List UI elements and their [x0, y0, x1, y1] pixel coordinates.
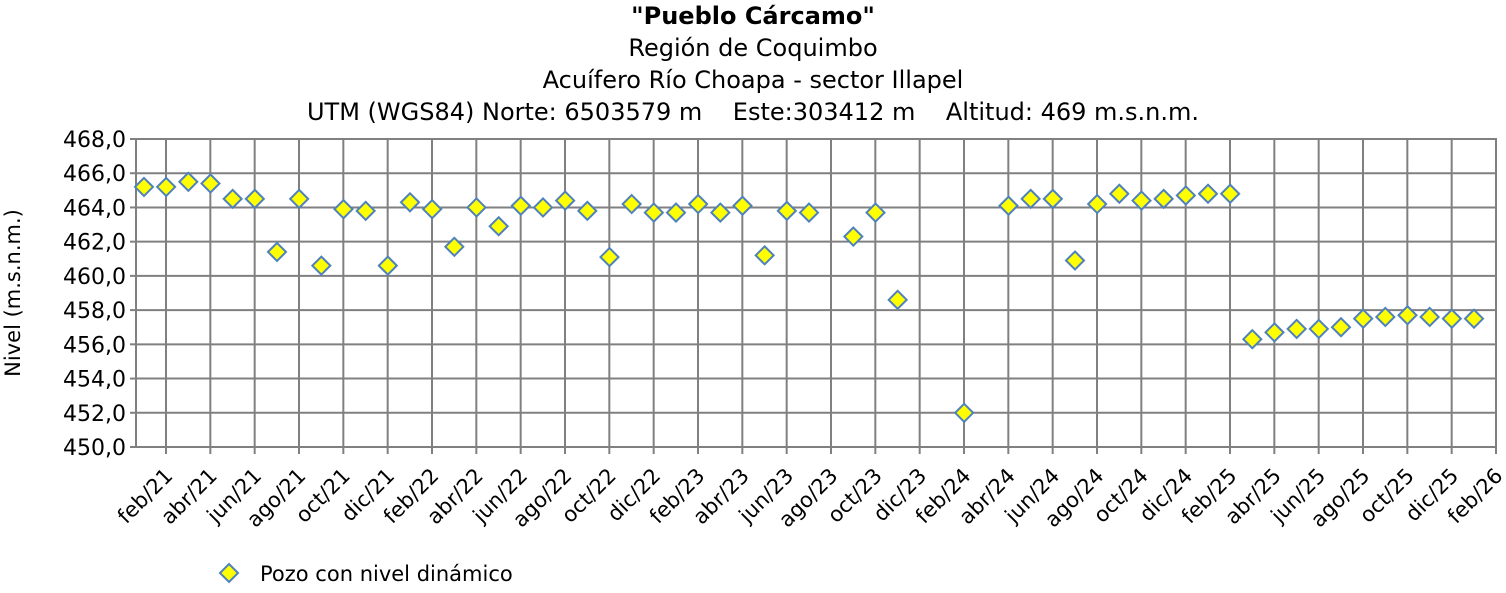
- data-point: [443, 236, 465, 258]
- data-point: [266, 241, 288, 263]
- data-point: [665, 202, 687, 223]
- data-point: [1064, 250, 1086, 271]
- data-point: [687, 193, 709, 215]
- data-point: [1463, 308, 1485, 330]
- y-tick-label: 452,0: [63, 402, 126, 427]
- data-point: [998, 195, 1019, 217]
- data-point: [754, 244, 776, 266]
- data-point: [1219, 183, 1241, 205]
- data-point: [510, 195, 532, 217]
- data-point: [1020, 188, 1042, 210]
- y-tick-label: 460,0: [63, 265, 126, 290]
- y-tick-label: 466,0: [63, 162, 126, 187]
- data-point: [1374, 306, 1396, 328]
- data-point: [355, 200, 377, 222]
- y-tick-label: 464,0: [63, 196, 126, 221]
- chart-subtitle-coordinates: UTM (WGS84) Norte: 6503579 m Este:303412…: [306, 98, 1200, 126]
- y-axis-ticks: 450,0 452,0 454,0 456,0 458,0 460,0 462,0 464,0…: [63, 128, 136, 461]
- data-point: [399, 191, 421, 213]
- data-point: [1441, 308, 1463, 330]
- y-tick-label: 468,0: [63, 128, 126, 153]
- data-point: [1419, 306, 1441, 328]
- data-points: [133, 171, 1485, 424]
- data-point: [1131, 190, 1152, 212]
- data-point: [798, 202, 820, 223]
- gridlines: [136, 138, 1497, 448]
- legend-label: Pozo con nivel dinámico: [260, 562, 513, 586]
- data-point: [288, 188, 310, 210]
- data-point: [488, 215, 510, 237]
- data-point: [155, 176, 177, 198]
- y-tick-label: 458,0: [63, 299, 126, 324]
- data-point: [732, 195, 753, 217]
- legend: Pozo con nivel dinámico: [218, 562, 513, 586]
- plot-area: [135, 138, 1497, 448]
- data-point: [1352, 308, 1374, 330]
- legend-marker-icon: [218, 562, 240, 584]
- chart-title-block: "Pueblo Cárcamo" Región de Coquimbo Acuí…: [0, 0, 1506, 128]
- data-point: [1197, 183, 1219, 205]
- data-point: [1153, 188, 1175, 210]
- data-point: [1042, 188, 1064, 210]
- data-point: [709, 202, 731, 223]
- data-point: [1264, 321, 1285, 343]
- data-point: [466, 197, 487, 218]
- data-point: [1241, 328, 1263, 350]
- chart-subtitle-region: Región de Coquimbo: [628, 34, 878, 62]
- data-point: [554, 190, 576, 212]
- y-tick-label: 456,0: [63, 333, 126, 358]
- data-point: [621, 193, 643, 215]
- y-tick-label: 454,0: [63, 368, 126, 393]
- chart-subtitle-aquifer: Acuífero Río Choapa - sector Illapel: [542, 66, 964, 94]
- data-point: [244, 188, 266, 210]
- data-point: [177, 171, 199, 193]
- y-tick-label: 462,0: [63, 231, 126, 256]
- data-point: [1175, 185, 1197, 206]
- data-point: [1330, 316, 1352, 338]
- chart-title: "Pueblo Cárcamo": [631, 2, 875, 30]
- data-point: [1308, 318, 1330, 340]
- data-point: [599, 246, 620, 268]
- data-point: [133, 176, 155, 198]
- y-tick-label: 450,0: [63, 436, 126, 461]
- data-point: [333, 198, 354, 220]
- data-point: [310, 255, 332, 277]
- data-point: [421, 198, 443, 220]
- data-point: [1286, 318, 1308, 340]
- y-axis-label: Nivel (m.s.n.m.): [1, 209, 25, 377]
- data-point: [643, 202, 665, 223]
- data-point: [1086, 193, 1108, 215]
- data-point: [377, 255, 399, 277]
- plot-frame: [135, 138, 1497, 448]
- data-point: [1108, 183, 1130, 205]
- data-point: [776, 200, 798, 222]
- data-point: [865, 202, 886, 223]
- data-point: [842, 226, 864, 247]
- data-point: [887, 289, 909, 311]
- data-point: [576, 200, 598, 222]
- x-axis-ticks: feb/21abr/21jun/21ago/21oct/21dic/21feb/…: [113, 447, 1506, 532]
- data-point: [1397, 304, 1418, 326]
- data-point: [222, 188, 244, 210]
- data-point: [953, 402, 975, 424]
- data-point: [200, 173, 221, 194]
- data-point: [532, 197, 554, 218]
